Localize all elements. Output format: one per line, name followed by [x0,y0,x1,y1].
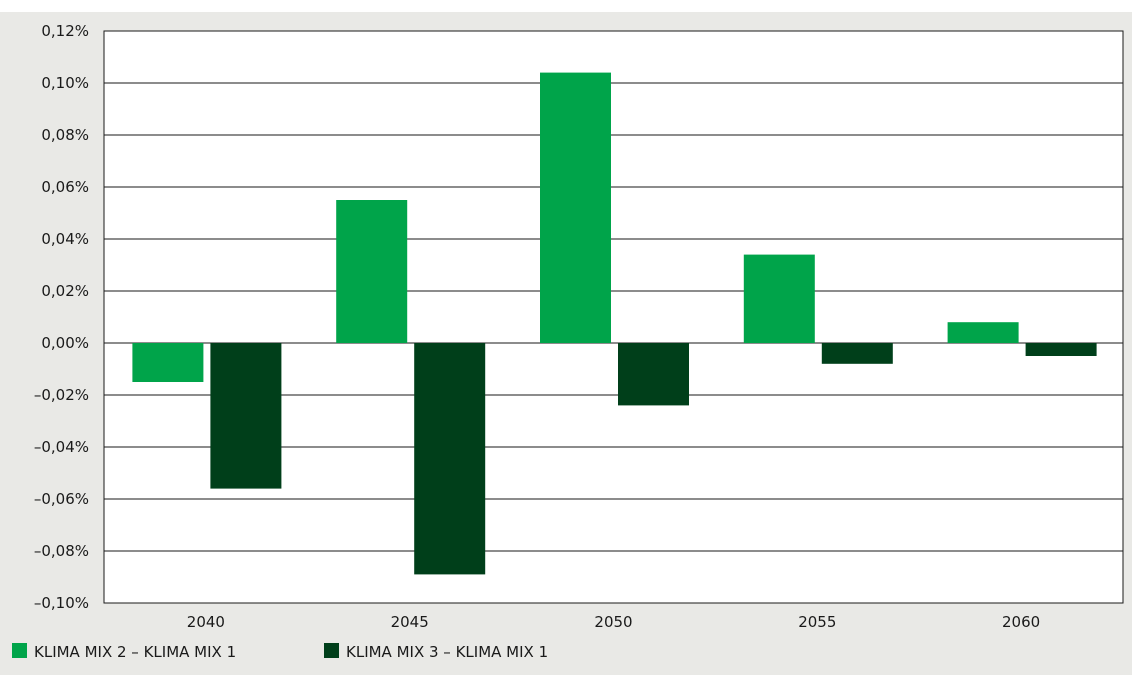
bars [132,72,1097,575]
y-tick-label: 0,08% [41,126,89,144]
legend-swatch [12,643,27,658]
y-tick-label: 0,02% [41,282,89,300]
bar-series2-2045 [414,343,486,575]
plot-area [104,31,1123,603]
y-tick-label: –0,04% [34,438,89,456]
y-tick-label: 0,12% [41,22,89,40]
legend-swatch [324,643,339,658]
x-axis-tick-labels: 2040 2045 2050 2055 2060 [187,613,1040,631]
x-tick-label: 2055 [798,613,836,631]
bar-series2-2050 [618,343,689,406]
bar-chart: 0,12% 0,10% 0,08% 0,06% 0,04% 0,02% 0,00% –0,02… [12,22,1124,661]
y-tick-label: 0,10% [41,74,89,92]
legend: KLIMA MIX 2 – KLIMA MIX 1 KLIMA MIX 3 – K… [12,643,548,661]
y-tick-label: –0,02% [34,386,89,404]
x-tick-label: 2050 [594,613,632,631]
y-tick-label: 0,06% [41,178,89,196]
legend-label: KLIMA MIX 2 – KLIMA MIX 1 [34,643,236,661]
y-tick-label: 0,04% [41,230,89,248]
bar-series1-2040 [132,343,204,382]
y-tick-label: –0,10% [34,594,89,612]
x-tick-label: 2040 [187,613,225,631]
bar-series2-2055 [821,343,893,364]
bar-series1-2050 [540,72,611,343]
legend-label: KLIMA MIX 3 – KLIMA MIX 1 [346,643,548,661]
chart-frame: 0,12% 0,10% 0,08% 0,06% 0,04% 0,02% 0,00% –0,02… [0,12,1132,675]
plot-border [103,30,1124,604]
y-axis-tick-labels: 0,12% 0,10% 0,08% 0,06% 0,04% 0,02% 0,00% –0,02… [34,22,89,612]
bar-series2-2060 [1025,343,1097,356]
bar-series1-2060 [947,322,1019,343]
y-tick-label: 0,00% [41,334,89,352]
bar-series2-2040 [210,343,282,489]
y-tick-label: –0,06% [34,490,89,508]
x-tick-label: 2060 [1002,613,1040,631]
bar-series1-2055 [743,254,815,343]
y-tick-label: –0,08% [34,542,89,560]
bar-series1-2045 [336,200,408,343]
x-tick-label: 2045 [391,613,429,631]
